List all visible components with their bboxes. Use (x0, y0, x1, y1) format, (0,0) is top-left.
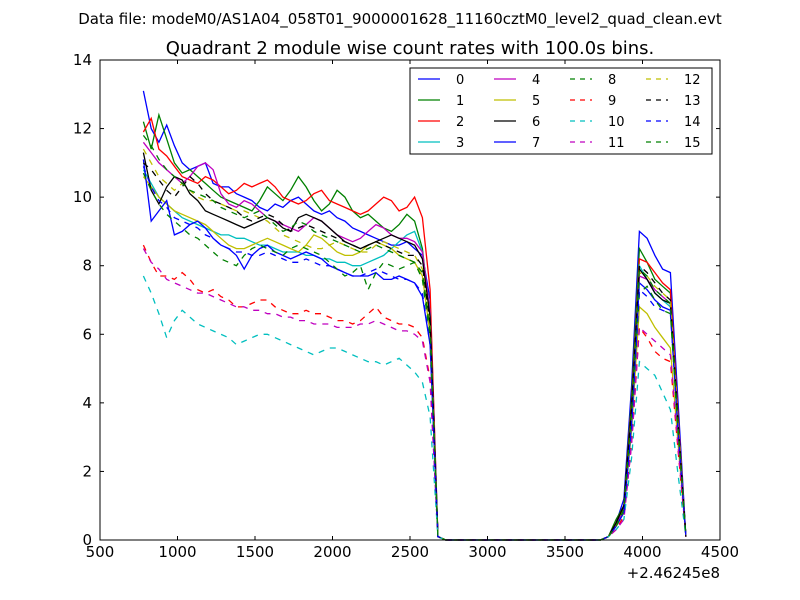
x-tick-label: 1500 (236, 543, 274, 561)
legend-label-3: 3 (456, 136, 464, 151)
legend-label-10: 10 (608, 115, 625, 130)
legend-label-9: 9 (608, 94, 616, 109)
legend-label-5: 5 (532, 94, 540, 109)
y-tick-label: 6 (82, 325, 92, 343)
legend-label-7: 7 (532, 136, 540, 151)
x-axis: 500 1000 1500 2000 2500 3000 3500 4000 4500 (86, 60, 739, 561)
series-line-9 (142, 244, 687, 541)
chart-title: Quadrant 2 module wise count rates with … (166, 38, 655, 59)
y-tick-label: 8 (82, 257, 92, 275)
x-tick-label: 4000 (623, 543, 661, 561)
legend-label-0: 0 (456, 73, 464, 88)
legend-box (409, 67, 713, 155)
y-tick-label: 10 (73, 188, 92, 206)
y-tick-label: 2 (82, 462, 92, 480)
y-tick-label: 0 (82, 531, 92, 549)
x-tick-label: 3000 (468, 543, 506, 561)
series-line-1 (142, 112, 687, 541)
x-tick-label: 3500 (546, 543, 584, 561)
legend-label-15: 15 (684, 136, 701, 151)
series-line-6 (142, 152, 687, 541)
x-axis-offset-label: +2.46245e8 (627, 564, 720, 582)
series-line-12 (142, 148, 687, 541)
series-line-3 (142, 169, 687, 541)
legend-label-14: 14 (684, 115, 701, 130)
x-tick-label: 2000 (313, 543, 351, 561)
legend-label-4: 4 (532, 73, 540, 88)
series-line-8 (142, 172, 687, 541)
series-line-0 (142, 90, 687, 541)
x-tick-label: 4500 (701, 543, 739, 561)
series-line-15 (142, 135, 687, 541)
series-line-7 (142, 159, 687, 541)
plot-lines (142, 90, 687, 541)
y-tick-label: 4 (82, 394, 92, 412)
legend-label-8: 8 (608, 73, 616, 88)
y-tick-label: 12 (73, 120, 92, 138)
series-line-2 (142, 116, 687, 541)
x-tick-label: 2500 (391, 543, 429, 561)
legend-label-1: 1 (456, 94, 464, 109)
y-tick-label: 14 (73, 51, 92, 69)
legend-label-6: 6 (532, 115, 540, 130)
legend-label-13: 13 (684, 94, 701, 109)
legend-label-2: 2 (456, 115, 464, 130)
series-line-10 (142, 275, 687, 541)
series-line-4 (142, 141, 687, 541)
figure-suptitle: Data file: modeM0/AS1A04_058T01_90000016… (78, 10, 722, 29)
series-line-11 (142, 248, 687, 541)
x-tick-label: 1000 (158, 543, 196, 561)
legend-label-11: 11 (608, 136, 625, 151)
legend-label-12: 12 (684, 73, 701, 88)
x-tick-label: 500 (86, 543, 115, 561)
